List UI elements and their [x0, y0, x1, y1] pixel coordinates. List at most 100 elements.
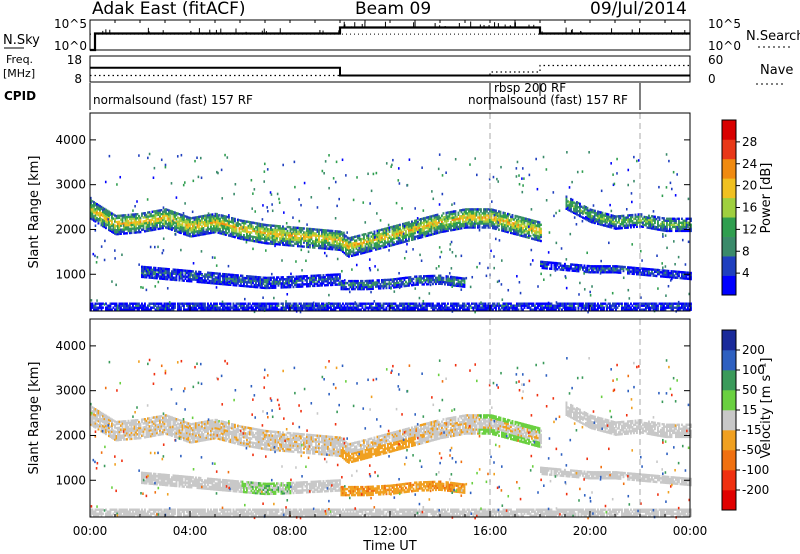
power-cell [534, 238, 536, 241]
power-cell [433, 280, 436, 284]
power-cell [193, 226, 196, 229]
power-cell [94, 208, 97, 211]
power-cell [487, 306, 490, 309]
power-cell [591, 219, 593, 222]
power-cell [187, 275, 190, 279]
power-cell [184, 275, 187, 278]
power-cell [223, 281, 226, 284]
power-cell [234, 223, 236, 227]
power-cell [337, 248, 340, 251]
power-cell [100, 308, 103, 311]
power-cell [199, 219, 202, 222]
power-cell [129, 231, 131, 235]
power-cell [207, 304, 209, 307]
power-cell [439, 230, 442, 234]
power-cell [262, 278, 265, 281]
power-cell [339, 236, 341, 239]
power-cell [400, 233, 403, 236]
power-cell [463, 220, 466, 223]
power-cell [145, 225, 148, 229]
power-cell [241, 225, 244, 229]
power-cell [504, 228, 506, 231]
power-cell [184, 233, 187, 236]
power-cell [229, 224, 232, 227]
power-cell [226, 225, 229, 229]
power-cell [399, 308, 401, 311]
power-cell [330, 245, 332, 249]
power-cell [505, 218, 508, 221]
power-cell [145, 227, 148, 231]
power-cell [190, 217, 193, 220]
power-cell [597, 302, 599, 305]
power-cell [520, 218, 523, 221]
power-cell [165, 277, 167, 281]
power-cell [115, 216, 118, 220]
power-cell [324, 229, 326, 232]
power-cell [235, 278, 238, 281]
power-cell [250, 275, 253, 278]
power-cell [255, 240, 257, 243]
power-cell [537, 222, 539, 226]
power-cell [256, 280, 259, 283]
power-cell [352, 244, 355, 247]
power-cell [271, 230, 274, 233]
power-cell [348, 279, 350, 283]
power-cell [561, 308, 563, 311]
power-cell [310, 242, 313, 245]
power-cell [429, 233, 431, 237]
power-cell [195, 220, 197, 223]
power-cell [402, 302, 404, 305]
power-cell [235, 282, 238, 285]
power-cell [250, 279, 253, 282]
power-cell [444, 283, 446, 286]
power-cell [528, 236, 530, 239]
power-cell [330, 281, 332, 285]
power-cell [268, 236, 271, 239]
power-cell [174, 215, 176, 218]
power-cell [463, 285, 466, 288]
power-cell [433, 224, 436, 227]
power-cell [271, 276, 274, 279]
power-cell [280, 229, 283, 232]
power-cell [288, 277, 290, 281]
power-cell [519, 220, 521, 223]
power-cell [364, 306, 367, 309]
power-cell [159, 269, 161, 272]
power-cell [499, 210, 502, 214]
power-cell [193, 220, 196, 223]
power-cell [591, 308, 593, 311]
power-cell [573, 267, 575, 270]
power-cell [288, 284, 290, 287]
power-cell [193, 276, 196, 279]
power-cell [402, 241, 404, 244]
power-cell [106, 221, 109, 225]
power-cell [417, 228, 419, 232]
power-cell [189, 228, 191, 232]
power-cell [247, 220, 250, 224]
power-cell [327, 241, 329, 244]
power-cell [597, 218, 599, 221]
power-cell [169, 213, 172, 217]
power-cell [546, 302, 548, 305]
power-cell [207, 214, 209, 217]
power-cell [231, 279, 233, 283]
power-cell [270, 242, 272, 245]
power-cell [333, 246, 335, 249]
power-cell [591, 271, 593, 274]
power-cell [595, 218, 598, 221]
power-cell [595, 267, 598, 270]
power-cell [538, 225, 541, 228]
power-cell [150, 221, 152, 224]
power-cell [108, 308, 110, 311]
power-cell [208, 275, 211, 279]
power-cell [330, 233, 332, 237]
power-cell [237, 222, 239, 225]
power-cell [256, 238, 259, 241]
power-cell [453, 216, 455, 219]
power-cell [531, 308, 533, 311]
power-cell [382, 246, 385, 249]
power-cell [318, 280, 320, 283]
power-cell [444, 218, 446, 221]
power-cell [478, 306, 481, 309]
power-cell [394, 243, 397, 246]
